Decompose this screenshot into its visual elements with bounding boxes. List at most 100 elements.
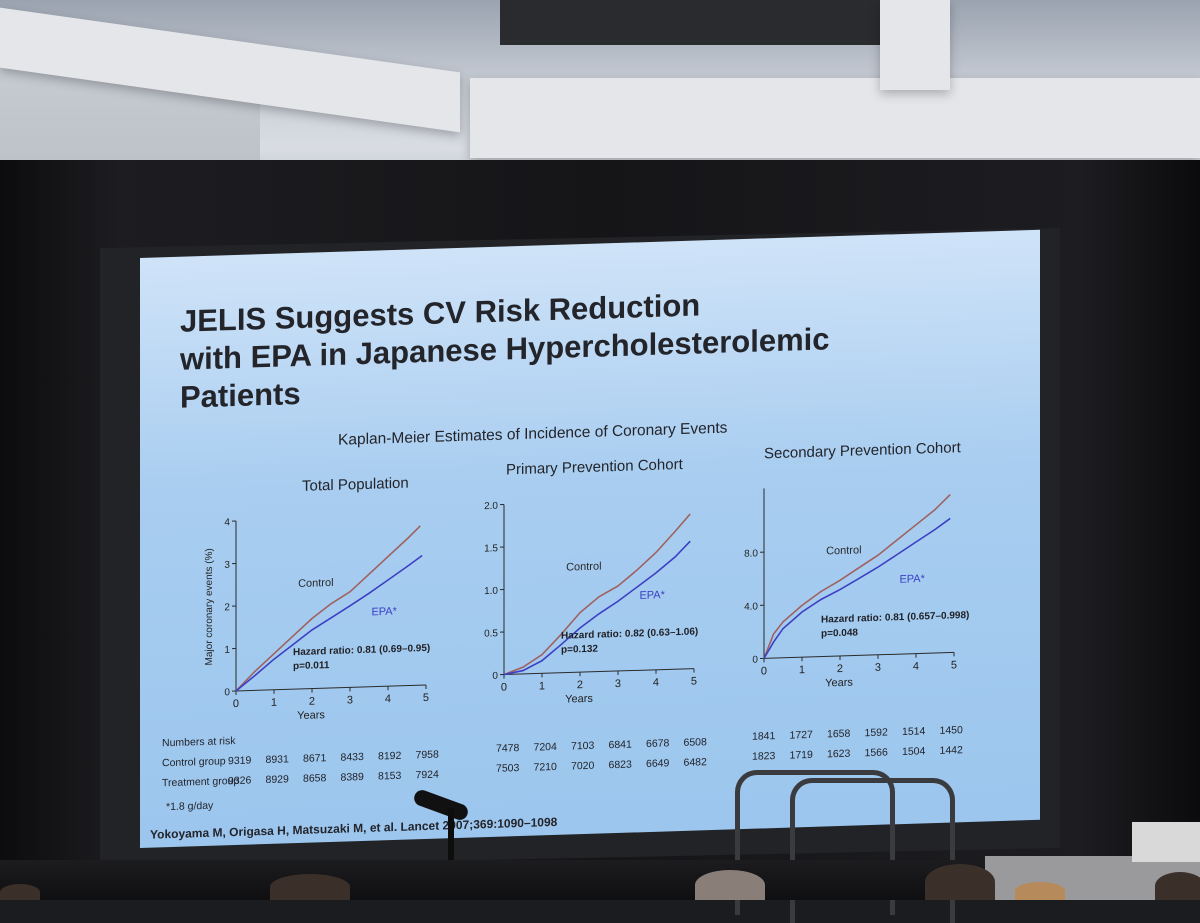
x-tick-label: 1 [539,680,545,692]
treatment-at-risk-value: 7503 [496,762,519,775]
control-label: Control [298,577,333,590]
x-tick-label: 2 [309,696,315,708]
control-at-risk-value: 8433 [341,751,364,764]
treatment-at-risk-value: 6649 [646,757,669,770]
hazard-ratio-annotation: p=0.132 [561,644,598,656]
control-label: Control [566,560,601,573]
x-axis [764,652,954,658]
treatment-at-risk-value: 8153 [378,770,401,783]
y-tick-label: 1.5 [484,543,498,554]
y-tick-label: 0 [224,687,230,698]
treatment-at-risk-value: 7924 [416,769,439,782]
control-at-risk-value: 7478 [496,742,519,755]
audience-head [1155,872,1200,900]
slide-subtitle: Kaplan-Meier Estimates of Incidence of C… [338,420,727,450]
x-axis [236,685,426,691]
y-tick-label: 0 [752,655,758,666]
treatment-at-risk-value: 7210 [534,761,557,774]
control-at-risk-value: 8671 [303,752,326,765]
epa-label: EPA* [899,573,925,586]
stair-railing [790,778,955,923]
x-tick-label: 0 [501,681,507,693]
audience-head [695,870,765,900]
x-tick-label: 1 [799,664,805,676]
x-tick-label: 1 [271,697,277,709]
ceiling-opening [500,0,920,45]
control-at-risk-value: 9319 [228,755,251,768]
treatment-at-risk-value: 6482 [684,756,707,769]
treatment-at-risk-value: 8929 [266,773,289,786]
treatment-at-risk-value: 6823 [609,759,632,772]
control-at-risk-value: 6508 [684,736,707,749]
x-tick-label: 4 [653,677,659,689]
audience-head [1015,882,1065,900]
x-tick-label: 5 [423,692,429,704]
panel-title-total: Total Population [302,475,409,495]
panel-title-secondary: Secondary Prevention Cohort [764,439,961,462]
x-tick-label: 2 [577,679,583,691]
numbers-at-risk-header: Numbers at risk [162,735,236,749]
control-label: Control [826,544,861,557]
treatment-at-risk-value: 9326 [228,775,251,788]
x-axis [504,669,694,675]
x-tick-label: 5 [691,675,697,687]
treatment-at-risk-value: 1504 [902,745,925,758]
x-tick-label: 2 [837,663,843,675]
x-tick-label: 0 [233,698,239,710]
control-at-risk-value: 8931 [266,753,289,766]
x-axis-label: Years [297,709,325,722]
slide-title: JELIS Suggests CV Risk Reduction with EP… [180,277,1000,417]
hazard-ratio-annotation: Hazard ratio: 0.81 (0.69–0.95) [293,643,430,658]
control-at-risk-value: 1592 [865,726,888,739]
control-at-risk-value: 7103 [571,740,594,753]
panel-title-primary: Primary Prevention Cohort [506,456,683,479]
y-tick-label: 0 [492,671,498,682]
x-tick-label: 4 [385,693,391,705]
y-tick-label: 0.5 [484,628,498,639]
stage-monitor [1132,822,1200,862]
projected-slide: JELIS Suggests CV Risk Reduction with EP… [140,230,1040,848]
control-at-risk-value: 7204 [534,741,557,754]
audience-head [925,864,995,900]
hazard-ratio-annotation: Hazard ratio: 0.82 (0.63–1.06) [561,626,698,641]
ceiling-beam [880,0,950,90]
x-tick-label: 0 [761,665,767,677]
hazard-ratio-annotation: p=0.048 [821,627,858,639]
audience-head [270,874,350,900]
treatment-at-risk-value: 1442 [940,744,963,757]
x-tick-label: 3 [875,662,881,674]
control-at-risk-value: 1514 [902,725,925,738]
control-at-risk-value: 8192 [378,750,401,763]
y-tick-label: 3 [224,560,230,571]
ceiling-beam [470,78,1200,158]
treatment-at-risk-value: 1623 [827,748,850,761]
control-at-risk-value: 1841 [752,730,775,743]
epa-label: EPA* [371,606,397,619]
treatment-at-risk-value: 1719 [790,749,813,762]
y-axis-label: Major coronary events (%) [204,548,215,666]
audience-head [0,884,40,900]
treatment-at-risk-value: 1823 [752,750,775,763]
x-tick-label: 3 [615,678,621,690]
y-tick-label: 1.0 [484,586,498,597]
control-at-risk-value: 7958 [416,749,439,762]
epa-label: EPA* [639,589,665,602]
x-tick-label: 4 [913,661,919,673]
x-axis-label: Years [825,677,853,690]
control-at-risk-value: 1727 [790,729,813,742]
y-tick-label: 2 [224,602,230,613]
control-at-risk-value: 1658 [827,728,850,741]
treatment-at-risk-value: 1566 [865,746,888,759]
control-at-risk-value: 6841 [609,739,632,752]
x-axis-label: Years [565,693,593,706]
hazard-ratio-annotation: Hazard ratio: 0.81 (0.657–0.998) [821,610,969,626]
control-at-risk-value: 1450 [940,724,963,737]
y-tick-label: 4 [224,517,230,528]
treatment-at-risk-value: 8658 [303,772,326,785]
y-tick-label: 4.0 [744,601,758,612]
treatment-at-risk-value: 8389 [341,771,364,784]
control-group-label: Control group [162,755,226,769]
